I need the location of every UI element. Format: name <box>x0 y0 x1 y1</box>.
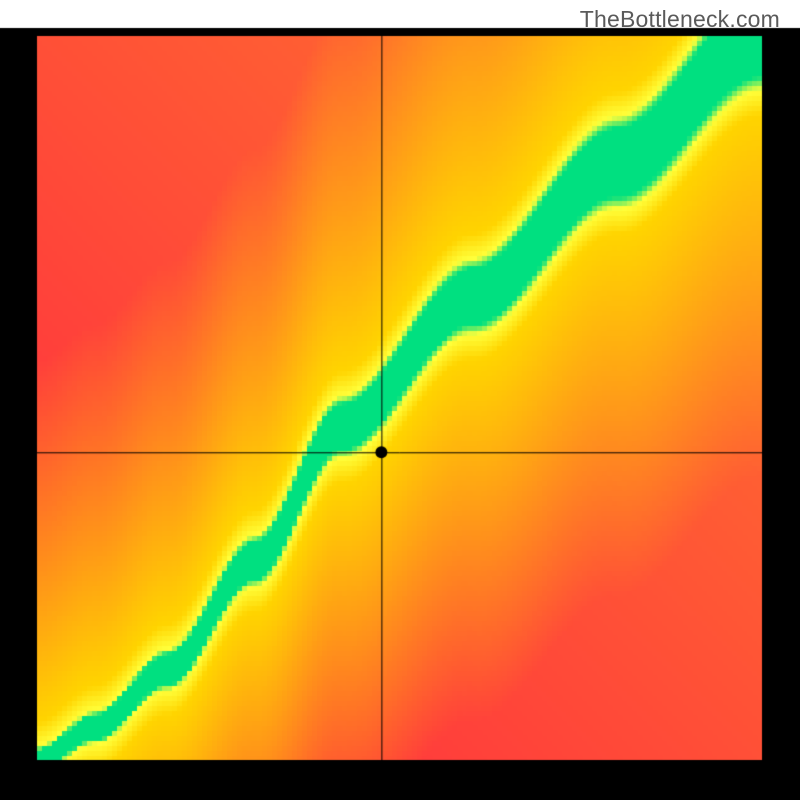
chart-container: TheBottleneck.com <box>0 0 800 800</box>
watermark-text: TheBottleneck.com <box>580 6 780 33</box>
heatmap-canvas <box>0 0 800 800</box>
